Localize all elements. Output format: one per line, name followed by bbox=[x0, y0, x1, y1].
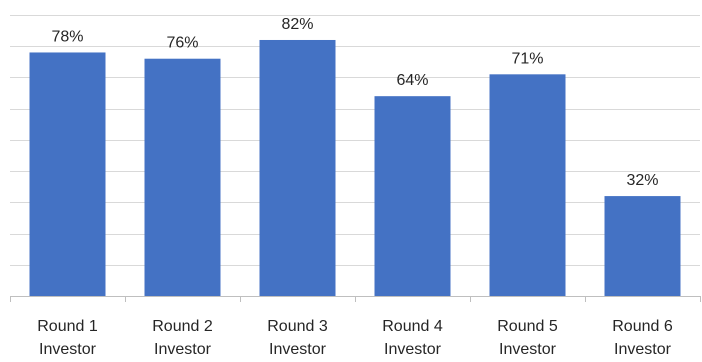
bar-3 bbox=[259, 39, 336, 296]
category-label-6: Round 6 bbox=[612, 318, 673, 335]
data-label-3: 82% bbox=[281, 16, 313, 33]
category-label-1: Investor bbox=[39, 341, 97, 358]
category-label-3: Investor bbox=[269, 341, 327, 358]
category-label-3: Round 3 bbox=[267, 318, 328, 335]
bars bbox=[29, 39, 681, 296]
category-label-4: Investor bbox=[384, 341, 442, 358]
bar-6 bbox=[604, 196, 681, 296]
data-label-4: 64% bbox=[396, 72, 428, 89]
data-label-6: 32% bbox=[626, 172, 658, 189]
bar-1 bbox=[29, 52, 106, 296]
data-label-1: 78% bbox=[51, 28, 83, 45]
bar-5 bbox=[489, 74, 566, 296]
category-label-5: Round 5 bbox=[497, 318, 558, 335]
data-labels: 78% 76% 82% 64% 71% 32% bbox=[51, 16, 658, 189]
category-label-2: Round 2 bbox=[152, 318, 213, 335]
category-label-6: Investor bbox=[614, 341, 672, 358]
category-label-1: Round 1 bbox=[37, 318, 98, 335]
data-label-2: 76% bbox=[166, 35, 198, 52]
bar-4 bbox=[374, 96, 451, 296]
data-label-5: 71% bbox=[511, 50, 543, 67]
x-axis: Round 1 Investor Round 2 Investor Round 3 Inv… bbox=[10, 296, 701, 358]
gridlines bbox=[10, 15, 700, 266]
category-label-5: Investor bbox=[499, 341, 557, 358]
category-label-4: Round 4 bbox=[382, 318, 443, 335]
category-label-2: Investor bbox=[154, 341, 212, 358]
bar-2 bbox=[144, 58, 221, 296]
